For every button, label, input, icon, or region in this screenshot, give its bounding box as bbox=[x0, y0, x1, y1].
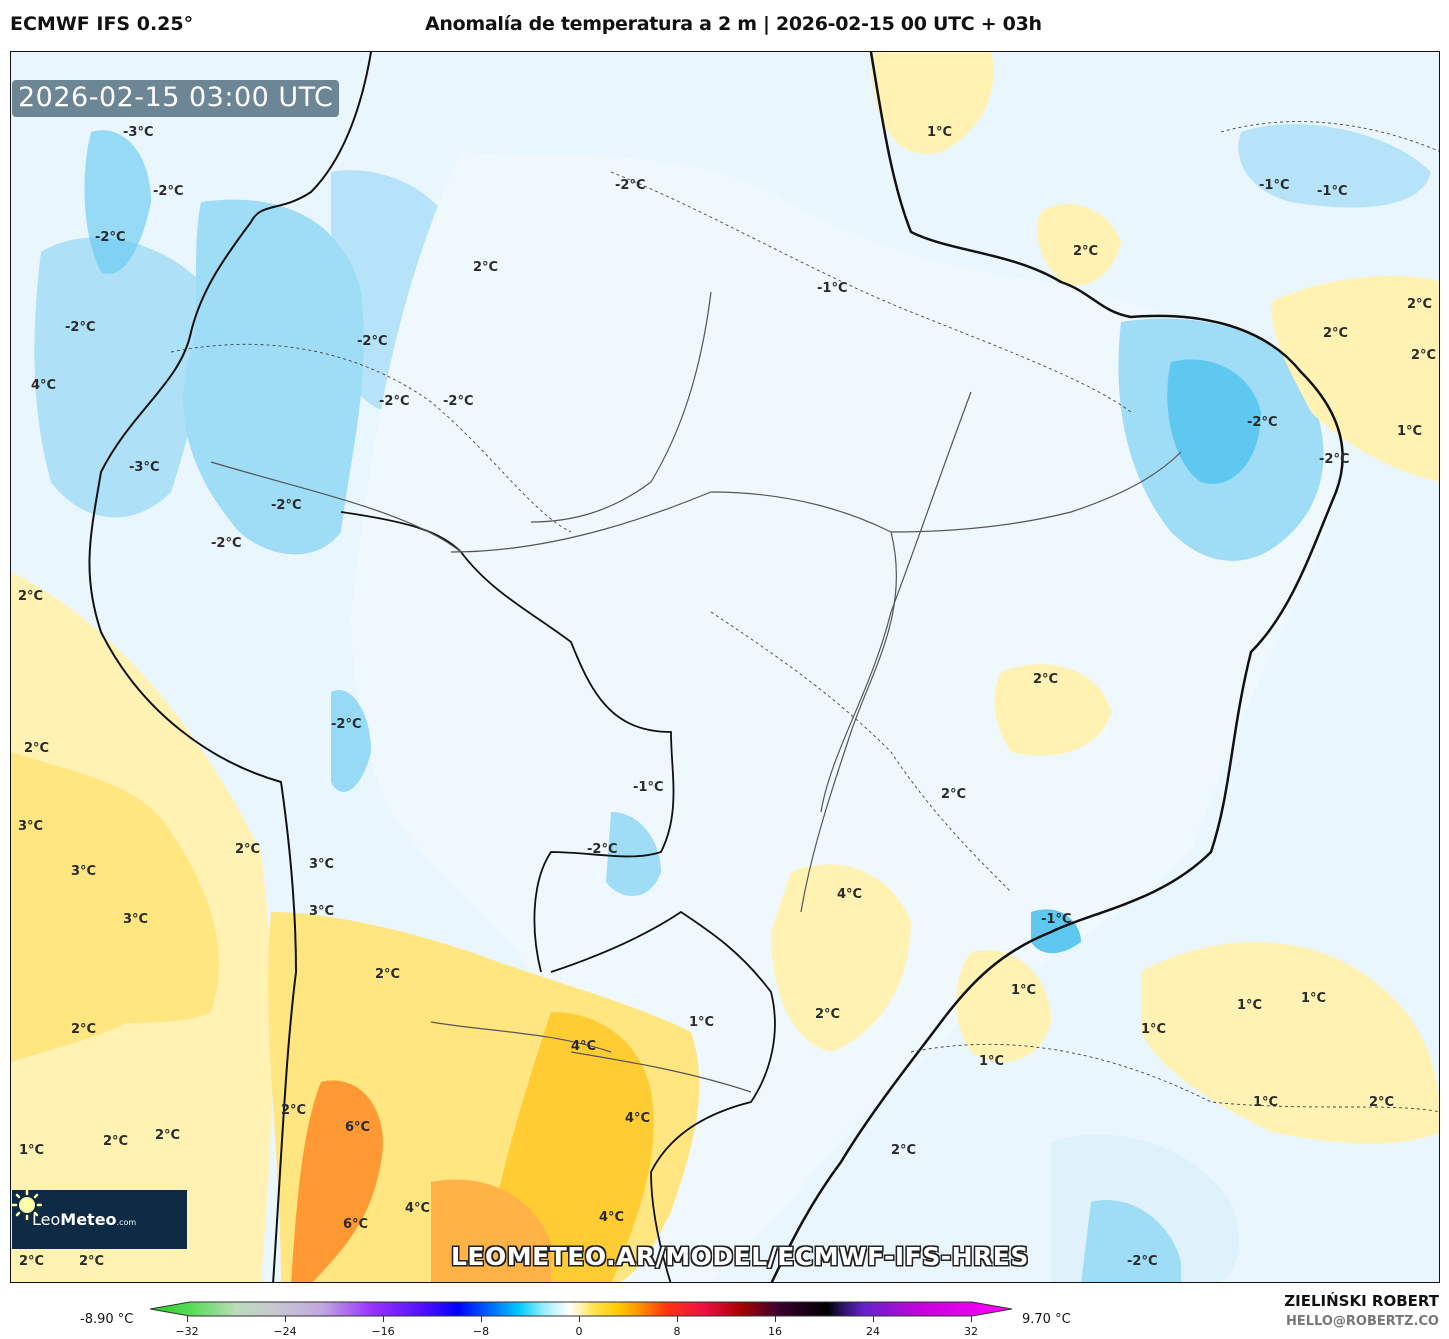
contour-label: -1°C bbox=[633, 780, 664, 795]
contour-label: 1°C bbox=[1301, 991, 1327, 1006]
contour-label: 4°C bbox=[625, 1111, 651, 1126]
contour-label: 1°C bbox=[19, 1143, 45, 1158]
contour-label: -2°C bbox=[1247, 415, 1278, 430]
source-watermark: LEOMETEO.AR/MODEL/ECMWF-IFS-HRES bbox=[451, 1242, 1029, 1271]
colorbar-tick-mark bbox=[383, 1316, 384, 1322]
colorbar-max-label: 9.70 °C bbox=[1022, 1312, 1071, 1327]
valid-time-badge: 2026-02-15 03:00 UTC bbox=[12, 80, 340, 117]
contour-label: 2°C bbox=[103, 1134, 129, 1149]
contour-label: 2°C bbox=[1073, 244, 1099, 259]
contour-label: 2°C bbox=[1323, 326, 1349, 341]
contour-label: -2°C bbox=[587, 842, 618, 857]
colorbar-tick-mark bbox=[579, 1316, 580, 1322]
contour-label: -2°C bbox=[615, 178, 646, 193]
contour-label: 4°C bbox=[837, 887, 863, 902]
logo-suffix: .com bbox=[116, 1218, 137, 1227]
contour-label: -2°C bbox=[357, 334, 388, 349]
contour-label: 1°C bbox=[979, 1054, 1005, 1069]
contour-label: 3°C bbox=[123, 912, 149, 927]
colorbar-tick-mark bbox=[187, 1316, 188, 1322]
colorbar-tick-mark bbox=[677, 1316, 678, 1322]
author-name: ZIELIŃSKI ROBERT bbox=[1284, 1292, 1439, 1310]
sun-icon bbox=[12, 1190, 42, 1220]
colorbar-tick: 24 bbox=[866, 1325, 880, 1338]
contour-label: 3°C bbox=[18, 819, 44, 834]
contour-label: -1°C bbox=[1041, 912, 1072, 927]
contour-label: 2°C bbox=[891, 1143, 917, 1158]
contour-label: 2°C bbox=[375, 967, 401, 982]
contour-label: 1°C bbox=[689, 1015, 715, 1030]
contour-label: 6°C bbox=[345, 1120, 371, 1135]
contour-label: -2°C bbox=[95, 230, 126, 245]
contour-label: 3°C bbox=[71, 864, 97, 879]
contour-label: 2°C bbox=[815, 1007, 841, 1022]
contour-label: 2°C bbox=[79, 1254, 105, 1269]
colorbar-tick: −32 bbox=[175, 1325, 199, 1338]
contour-label: -2°C bbox=[379, 394, 410, 409]
contour-label: -3°C bbox=[129, 460, 160, 475]
contour-label: -2°C bbox=[211, 536, 242, 551]
contour-label: 2°C bbox=[235, 842, 261, 857]
contour-label: -1°C bbox=[817, 281, 848, 296]
contour-label: -2°C bbox=[331, 717, 362, 732]
colorbar-tick-mark bbox=[481, 1316, 482, 1322]
contour-label: -2°C bbox=[1319, 452, 1350, 467]
leometeo-logo[interactable]: LeoMeteo.com bbox=[12, 1190, 187, 1249]
contour-label: 4°C bbox=[405, 1201, 431, 1216]
contour-label: 1°C bbox=[1237, 998, 1263, 1013]
colorbar-tick-mark bbox=[971, 1316, 972, 1322]
colorbar-tick: −16 bbox=[371, 1325, 395, 1338]
contour-label: 2°C bbox=[71, 1022, 97, 1037]
contour-label: 1°C bbox=[1397, 424, 1423, 439]
colorbar-tick: 32 bbox=[964, 1325, 978, 1338]
contour-label: 2°C bbox=[473, 260, 499, 275]
contour-label: 4°C bbox=[599, 1210, 625, 1225]
colorbar bbox=[150, 1301, 1012, 1317]
contour-label: -2°C bbox=[1127, 1254, 1158, 1269]
colorbar-tick: −24 bbox=[273, 1325, 297, 1338]
contour-label: 1°C bbox=[1253, 1095, 1279, 1110]
logo-text: LeoMeteo.com bbox=[32, 1210, 136, 1229]
contour-label: 1°C bbox=[927, 125, 953, 140]
colorbar-tick: 0 bbox=[575, 1325, 583, 1338]
contour-label: -2°C bbox=[443, 394, 474, 409]
contour-label: 4°C bbox=[31, 378, 57, 393]
contour-label: 4°C bbox=[571, 1039, 597, 1054]
colorbar-tick-mark bbox=[775, 1316, 776, 1322]
logo-name-bold: Meteo bbox=[60, 1210, 117, 1229]
contour-label: -1°C bbox=[1317, 184, 1348, 199]
colorbar-tick: 16 bbox=[768, 1325, 782, 1338]
contour-label: 1°C bbox=[1011, 983, 1037, 998]
contour-label: 2°C bbox=[18, 589, 44, 604]
contour-label: 2°C bbox=[24, 741, 50, 756]
map-fill-layer bbox=[11, 52, 1439, 1282]
colorbar-tick: −8 bbox=[472, 1325, 490, 1338]
contour-label: 2°C bbox=[941, 787, 967, 802]
logo-name-light: Leo bbox=[32, 1210, 61, 1229]
contour-label: 1°C bbox=[1141, 1022, 1167, 1037]
contour-label: 2°C bbox=[1411, 348, 1437, 363]
contour-label: -2°C bbox=[153, 184, 184, 199]
contour-label: 2°C bbox=[155, 1128, 181, 1143]
contour-label: 2°C bbox=[1369, 1095, 1395, 1110]
contour-label: 6°C bbox=[343, 1217, 369, 1232]
chart-title: Anomalía de temperatura a 2 m | 2026-02-… bbox=[425, 13, 1042, 35]
colorbar-tick-mark bbox=[285, 1316, 286, 1322]
contour-label: -2°C bbox=[65, 320, 96, 335]
colorbar-tick: 8 bbox=[673, 1325, 681, 1338]
author-email: HELLO@ROBERTZ.CO bbox=[1285, 1314, 1439, 1329]
colorbar-min-label: -8.90 °C bbox=[80, 1312, 134, 1327]
contour-label: 3°C bbox=[309, 904, 335, 919]
contour-label: -2°C bbox=[271, 498, 302, 513]
contour-label: -3°C bbox=[123, 125, 154, 140]
temperature-anomaly-map[interactable]: 2026-02-15 03:00 UTC -3°C -2°C -2°C -2°C 4°C… bbox=[10, 51, 1440, 1283]
contour-label: 2°C bbox=[281, 1103, 307, 1118]
contour-label: -1°C bbox=[1259, 178, 1290, 193]
contour-label: 2°C bbox=[19, 1254, 45, 1269]
model-label: ECMWF IFS 0.25° bbox=[10, 13, 194, 35]
contour-label: 2°C bbox=[1407, 297, 1433, 312]
colorbar-tick-mark bbox=[873, 1316, 874, 1322]
contour-label: 3°C bbox=[309, 857, 335, 872]
contour-label: 2°C bbox=[1033, 672, 1059, 687]
